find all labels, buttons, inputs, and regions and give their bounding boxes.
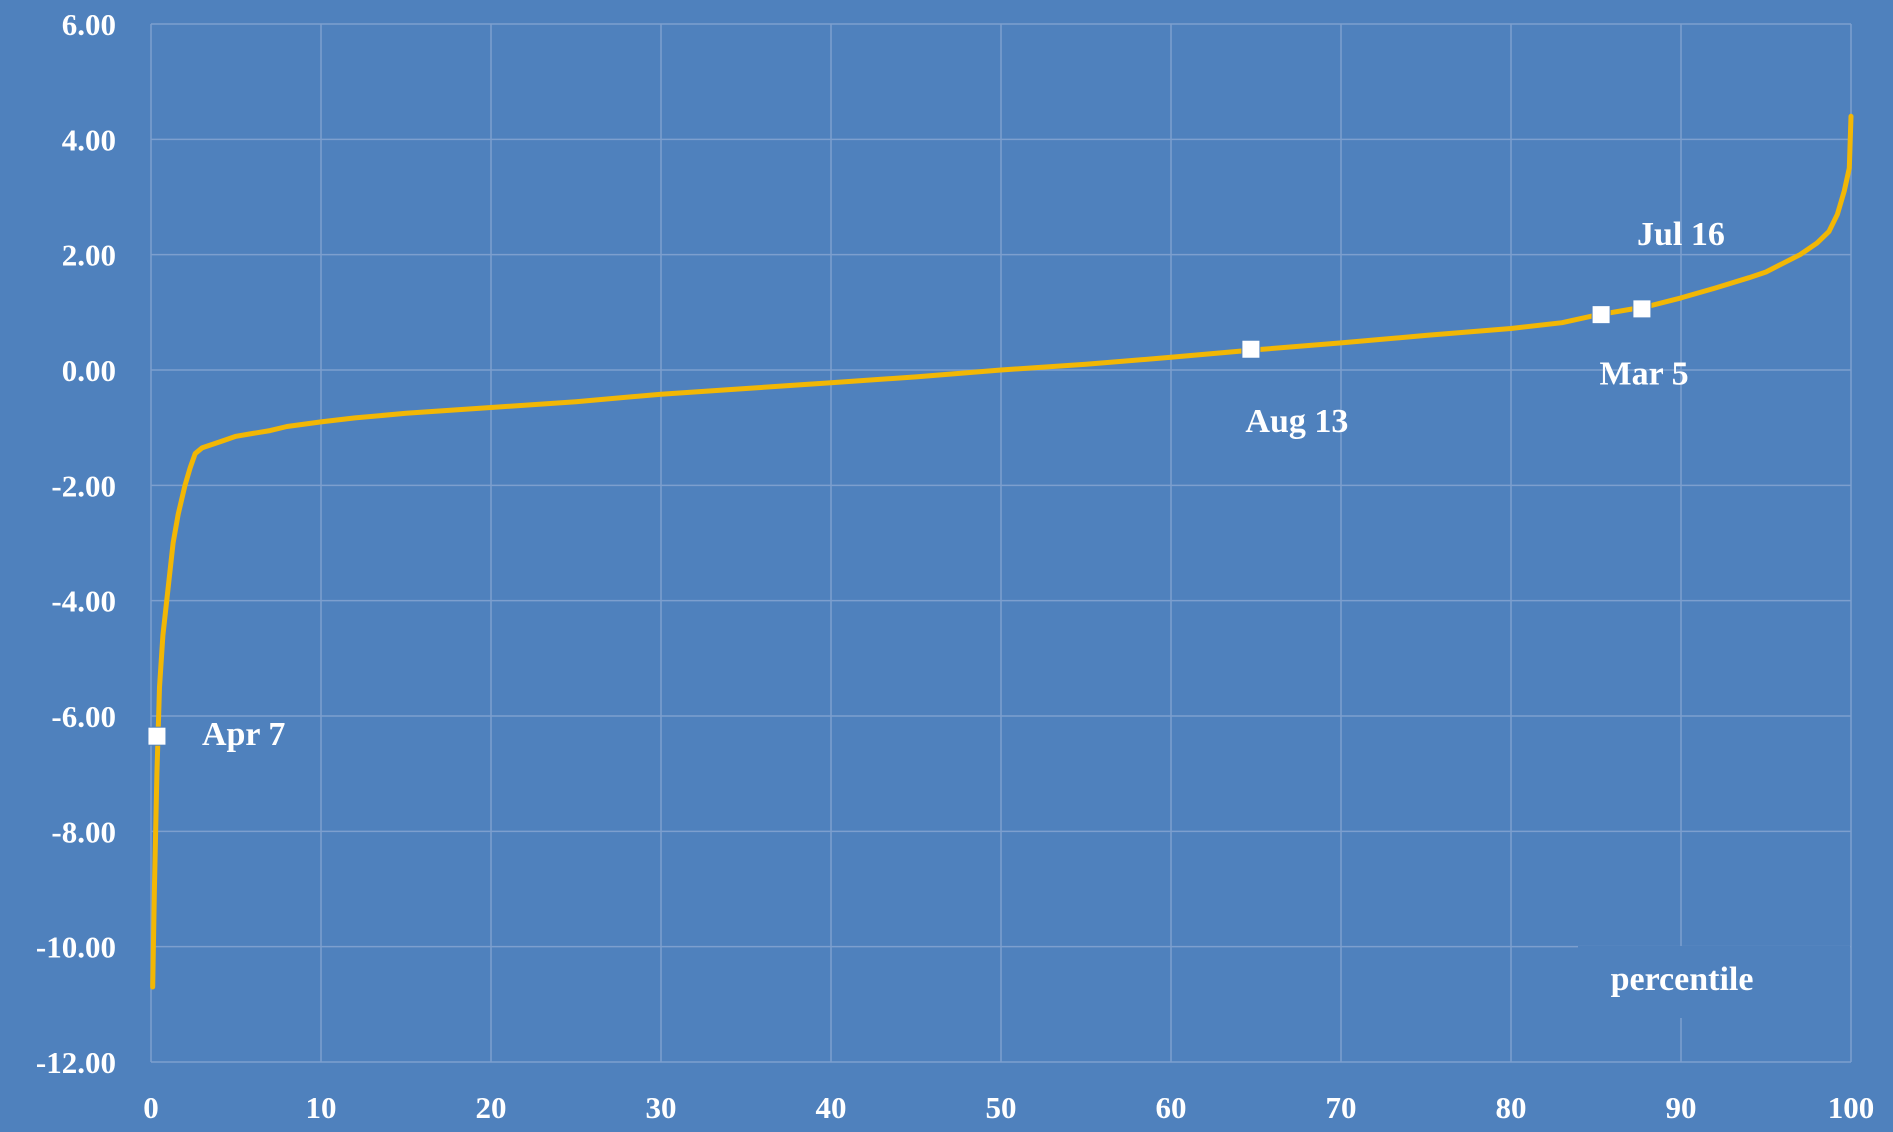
- x-tick-label: 40: [816, 1090, 847, 1125]
- data-marker: [147, 726, 167, 746]
- annotation-markers: [147, 299, 1652, 746]
- x-axis-label-background: [1578, 946, 1850, 1018]
- data-marker: [1241, 339, 1261, 359]
- annotation-label: Jul 16: [1637, 216, 1725, 253]
- x-axis-label-group: percentile: [1578, 946, 1850, 1018]
- x-tick-label: 80: [1496, 1090, 1527, 1125]
- y-tick-label: 2.00: [62, 238, 116, 273]
- x-tick-label: 60: [1156, 1090, 1187, 1125]
- annotation-labels: Apr 7 Aug 13 Mar 5 Jul 16: [202, 216, 1725, 753]
- x-tick-label: 100: [1828, 1090, 1875, 1125]
- annotation-label: Mar 5: [1600, 356, 1689, 393]
- y-tick-label: 0.00: [62, 353, 116, 388]
- annotation-label: Aug 13: [1245, 403, 1348, 440]
- x-tick-label: 30: [646, 1090, 677, 1125]
- x-tick-label: 10: [306, 1090, 337, 1125]
- data-marker: [1632, 299, 1652, 319]
- series-lines: [150, 113, 1854, 990]
- y-tick-label: 6.00: [62, 7, 116, 42]
- y-tick-label: -2.00: [51, 468, 116, 503]
- x-tick-label: 0: [143, 1090, 159, 1125]
- series-line: [150, 113, 1854, 990]
- y-axis-tick-labels: 6.00 4.00 2.00 0.00 -2.00 -4.00 -6.00 -8.00 -10.…: [36, 7, 116, 1080]
- x-tick-label: 50: [986, 1090, 1017, 1125]
- data-marker: [1591, 305, 1611, 325]
- annotation-label: Apr 7: [202, 716, 285, 753]
- y-tick-label: -12.00: [36, 1045, 116, 1080]
- x-axis-label: percentile: [1611, 961, 1754, 998]
- y-tick-label: -6.00: [51, 699, 116, 734]
- x-tick-label: 90: [1666, 1090, 1697, 1125]
- x-tick-label: 70: [1326, 1090, 1357, 1125]
- y-tick-label: -8.00: [51, 814, 116, 849]
- y-tick-label: -4.00: [51, 584, 116, 619]
- gridlines: [150, 23, 1852, 1063]
- y-tick-label: 4.00: [62, 122, 116, 157]
- x-tick-label: 20: [476, 1090, 507, 1125]
- x-axis-tick-labels: 0 10 20 30 40 50 60 70 80 90 100: [143, 1090, 1874, 1125]
- y-tick-label: -10.00: [36, 930, 116, 965]
